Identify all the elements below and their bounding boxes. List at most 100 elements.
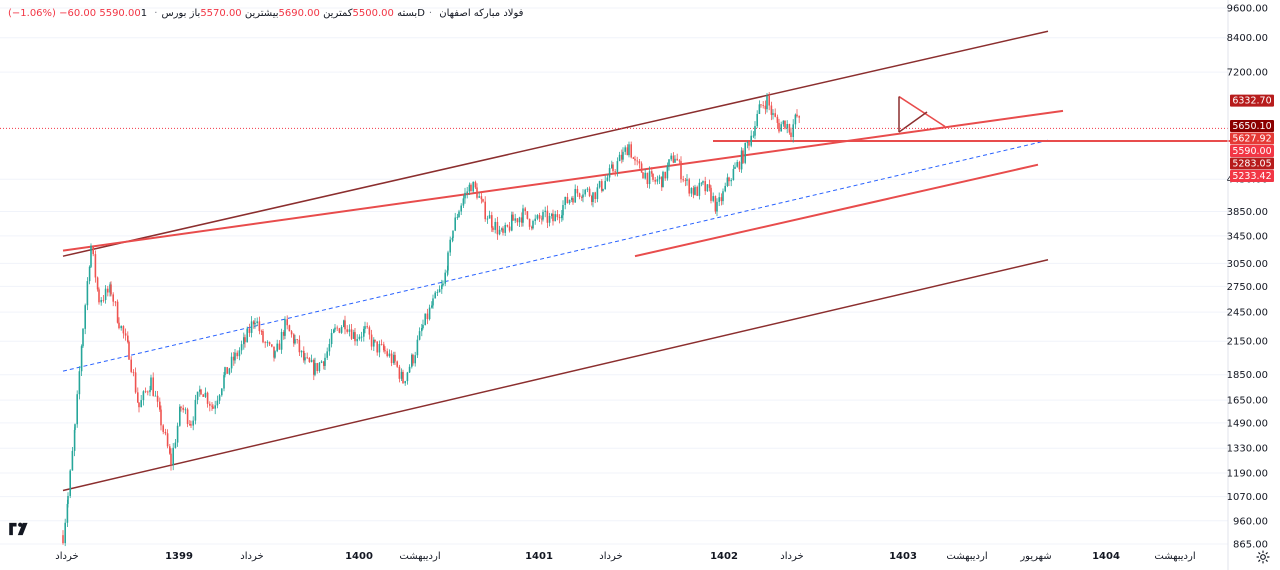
candle-body — [276, 343, 278, 352]
candle-body — [388, 353, 391, 357]
candle-body — [494, 221, 496, 230]
time-axis[interactable]: خرداد 1399 خرداد 1400 اردیبهشت 1401 خرداد 1402 خ… — [55, 551, 1195, 562]
candle-body — [176, 425, 179, 443]
candle-body — [304, 357, 306, 361]
price-label-badge[interactable] — [1230, 132, 1274, 145]
candle-body — [84, 305, 86, 329]
candle-body — [421, 328, 423, 332]
candle-body — [612, 164, 614, 172]
candle-body — [104, 288, 107, 301]
candle-body — [576, 188, 579, 194]
wedge-upper-line[interactable] — [898, 95, 946, 128]
candle-body — [584, 189, 586, 195]
candle-body — [98, 289, 100, 303]
candle-body — [107, 288, 109, 293]
candle-body — [451, 237, 454, 240]
candle-body — [88, 266, 91, 282]
candle-body — [776, 116, 779, 123]
candle-body — [674, 158, 676, 163]
candle-body — [722, 191, 724, 202]
tradingview-logo-icon[interactable] — [8, 520, 30, 538]
outer-channel-top[interactable] — [62, 30, 1049, 257]
candle-body — [768, 95, 770, 106]
settings-gear-icon[interactable] — [1256, 550, 1270, 564]
candle-body — [456, 217, 459, 219]
candle-body — [313, 359, 315, 375]
candle-body — [574, 188, 576, 203]
candle-body — [71, 450, 74, 471]
candle-body — [622, 151, 624, 160]
candle-body — [754, 126, 756, 136]
price-label-badge[interactable] — [1230, 94, 1274, 107]
candle-body — [233, 356, 235, 361]
candle-body — [298, 339, 301, 353]
candle-body — [248, 328, 251, 333]
candle-body — [501, 228, 503, 230]
candle-body — [221, 388, 223, 396]
candle-body — [748, 142, 750, 146]
price-tick-label: 8400.00 — [1227, 33, 1268, 44]
candle-body — [692, 187, 695, 195]
candle-body — [306, 357, 308, 359]
candle-body — [383, 344, 385, 351]
candle-body — [538, 215, 541, 219]
price-label-badge[interactable] — [1230, 170, 1274, 183]
candle-body — [238, 350, 241, 357]
inner-channel-top[interactable] — [62, 109, 1064, 252]
candle-body — [738, 162, 741, 170]
candle-body — [416, 339, 419, 356]
candle-body — [742, 150, 744, 163]
candle-body — [548, 216, 551, 223]
inner-lower-support[interactable] — [634, 163, 1039, 258]
midline[interactable] — [62, 139, 1049, 372]
candle-body — [558, 217, 561, 219]
time-tick-label: اردیبهشت — [1154, 551, 1195, 562]
interval[interactable]: 1D — [140, 8, 425, 19]
trendlines[interactable] — [0, 30, 1238, 492]
candle-body — [154, 395, 157, 397]
time-tick-label: 1403 — [889, 551, 917, 562]
candle-body — [334, 327, 336, 330]
candle-body — [67, 495, 69, 504]
candle-body — [616, 161, 619, 172]
candle-body — [498, 229, 501, 235]
candle-body — [137, 392, 139, 403]
open-label: باز — [189, 8, 201, 19]
candle-body — [786, 124, 788, 129]
price-label-badge[interactable] — [1230, 145, 1274, 158]
price-label-badge[interactable] — [1230, 157, 1274, 170]
candle-body — [666, 165, 669, 179]
candle-body — [368, 327, 371, 335]
candle-body — [400, 371, 403, 379]
candle-body — [244, 337, 246, 343]
candle-body — [393, 354, 395, 364]
candle-body — [268, 342, 271, 345]
price-axis[interactable]: 9600.008400.007200.004450.003850.003450.… — [1227, 0, 1274, 570]
candle-body — [190, 424, 192, 426]
candle-body — [684, 180, 687, 182]
candle-body — [568, 199, 571, 204]
price-tick-label: 1070.00 — [1227, 492, 1268, 503]
outer-channel-bottom[interactable] — [62, 259, 1049, 492]
candle-body — [486, 218, 489, 220]
wedge-lower-line[interactable] — [898, 111, 928, 133]
time-tick-label: شهریور — [1019, 551, 1051, 562]
candle-body — [582, 194, 584, 198]
high-value: 5690.00 — [278, 8, 320, 19]
candle-body — [468, 184, 471, 192]
time-tick-label: 1401 — [525, 551, 553, 562]
candle-body — [164, 431, 167, 434]
candle-body — [196, 391, 199, 400]
candle-body — [484, 201, 486, 220]
price-label-badge[interactable] — [1230, 120, 1274, 133]
candle-body — [750, 135, 752, 146]
candle-body — [243, 337, 245, 345]
high-label: بیشترین — [244, 8, 279, 19]
candle-body — [640, 163, 643, 173]
symbol-name[interactable]: فولاد مبارکه اصفهان — [439, 8, 524, 19]
candle-body — [69, 470, 71, 496]
candle-body — [384, 350, 386, 352]
candle-body — [708, 184, 711, 188]
candle-body — [766, 95, 768, 110]
